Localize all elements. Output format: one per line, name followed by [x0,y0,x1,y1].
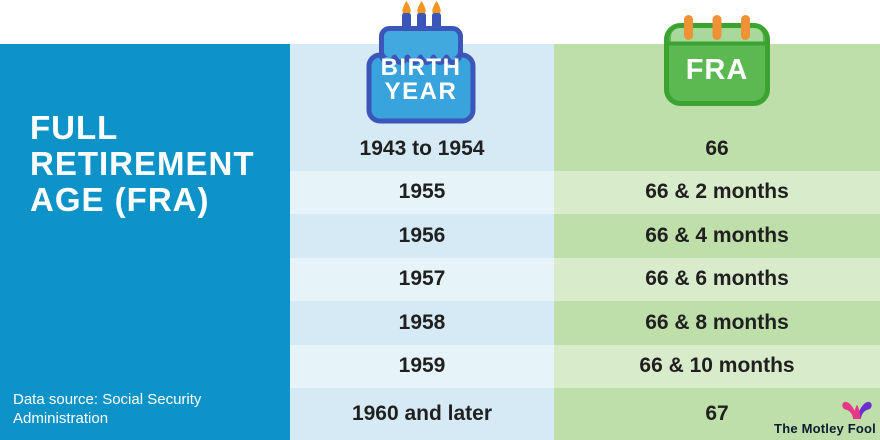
birth-year-cell: 1960 and later [290,388,554,440]
birth-year-cell: 1958 [290,301,554,345]
source-line-1: Data source: Social Security [13,391,202,408]
fra-cell: 67 [554,388,880,440]
birth-year-cell: 1959 [290,344,554,388]
data-source-note: Data source: Social Security Administrat… [13,390,263,428]
table-row: 1955 66 & 2 months [290,170,880,214]
table-row: 1943 to 1954 66 [290,127,880,171]
fra-column-header: FRA [662,13,772,108]
title-line-1: FULL [30,109,119,146]
birth-year-column-header: BIRTH YEAR [362,0,480,127]
birth-year-cell: 1943 to 1954 [290,127,554,171]
birth-year-header-line-2: YEAR [384,78,458,105]
table-row: 1957 66 & 6 months [290,257,880,301]
source-line-2: Administration [13,410,109,427]
logo-text: The Motley Fool [774,421,876,436]
fra-cell: 66 [554,127,880,171]
motley-fool-logo: The Motley Fool [774,399,876,436]
page-title: FULL RETIREMENT AGE (FRA) [30,110,280,218]
table-row: 1959 66 & 10 months [290,344,880,388]
calendar-icon [664,15,770,106]
table-row: 1956 66 & 4 months [290,214,880,258]
birthday-cake-icon [366,1,476,124]
title-line-2: RETIREMENT [30,145,255,182]
fra-cell: 66 & 6 months [554,257,880,301]
birth-year-header-label: BIRTH YEAR [362,56,480,104]
fra-header-label: FRA [685,54,749,86]
table-row: 1960 and later 67 [290,388,880,440]
title-panel: FULL RETIREMENT AGE (FRA) Data source: S… [0,44,290,440]
fra-cell: 66 & 4 months [554,214,880,258]
birth-year-cell: 1955 [290,170,554,214]
jester-hat-icon [842,401,872,419]
fra-cell: 66 & 2 months [554,170,880,214]
birth-year-cell: 1957 [290,257,554,301]
table-row: 1958 66 & 8 months [290,301,880,345]
fra-table: 1943 to 1954 66 1955 66 & 2 months 1956 … [290,127,880,440]
birth-year-header-line-1: BIRTH [380,54,462,81]
fra-cell: 66 & 10 months [554,344,880,388]
fra-cell: 66 & 8 months [554,301,880,345]
birth-year-cell: 1956 [290,214,554,258]
title-line-3: AGE (FRA) [30,181,210,218]
